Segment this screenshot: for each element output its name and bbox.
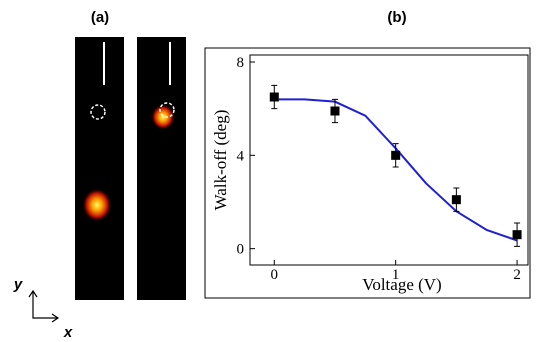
figure: (a) y x (b) Voltage (V) Walk-off (deg) 0… — [0, 0, 543, 342]
x-tick-label: 2 — [513, 267, 521, 283]
x-tick-label: 1 — [392, 267, 400, 283]
y-tick-label: 0 — [237, 242, 245, 258]
data-point — [330, 107, 339, 116]
data-point — [513, 230, 522, 239]
data-point — [452, 195, 461, 204]
beam-spot — [82, 188, 112, 222]
plot-area — [250, 55, 528, 265]
y-tick-label: 8 — [237, 55, 245, 71]
fit-curve — [274, 99, 517, 240]
axis-x-indicator: x — [63, 324, 73, 341]
beam-spot — [151, 104, 175, 130]
y-axis-title: Walk-off (deg) — [211, 110, 230, 211]
x-tick-label: 0 — [271, 267, 279, 283]
axis-y-indicator: y — [13, 276, 23, 293]
axes-arrows — [29, 291, 58, 322]
data-point — [391, 151, 400, 160]
data-point — [270, 93, 279, 102]
panel-label: (a) — [91, 9, 109, 26]
y-tick-label: 4 — [237, 148, 245, 164]
panel-label: (b) — [387, 9, 406, 26]
x-axis-title: Voltage (V) — [362, 275, 441, 294]
image-strip — [137, 37, 186, 300]
image-strip — [75, 37, 124, 300]
panel-frame — [205, 48, 530, 298]
